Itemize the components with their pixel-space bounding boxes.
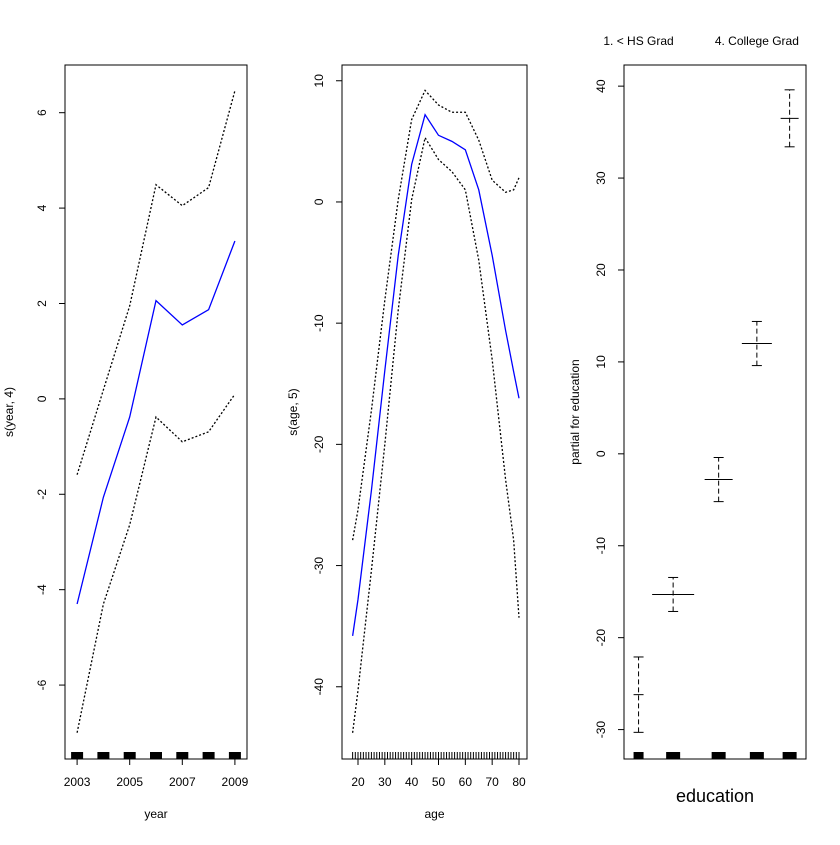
x-tick-label: 2003 <box>64 775 91 789</box>
y-tick-label: 0 <box>594 450 608 457</box>
y-axis-label: s(year, 4) <box>2 387 16 437</box>
x-tick-label: 60 <box>459 775 473 789</box>
y-tick-label: 2 <box>35 300 49 307</box>
series-line <box>76 240 236 605</box>
category-label: 4. College Grad <box>715 34 799 48</box>
x-axis-label: age <box>424 807 444 821</box>
y-tick-label: 0 <box>35 395 49 402</box>
plot-frame <box>64 64 248 760</box>
x-tick-label: 80 <box>512 775 526 789</box>
x-axis-label: education <box>676 786 754 806</box>
y-tick-label: -10 <box>312 314 326 332</box>
y-tick-label: -6 <box>35 679 49 690</box>
category-label: 1. < HS Grad <box>603 34 673 48</box>
y-tick-label: -40 <box>312 678 326 696</box>
series-line <box>76 393 236 733</box>
y-tick-label: -20 <box>594 629 608 647</box>
x-tick-label: 20 <box>351 775 365 789</box>
plot-frame <box>341 64 528 760</box>
x-tick-label: 2005 <box>116 775 143 789</box>
x-tick-label: 30 <box>378 775 392 789</box>
y-axis-label: partial for education <box>568 359 582 464</box>
y-tick-label: 6 <box>35 109 49 116</box>
y-axis-label: s(age, 5) <box>286 388 300 435</box>
x-tick-label: 50 <box>432 775 446 789</box>
rug-block <box>749 752 764 759</box>
x-tick-label: 2009 <box>222 775 249 789</box>
y-tick-label: 10 <box>594 355 608 369</box>
rug-block <box>633 752 644 759</box>
y-tick-label: -30 <box>312 557 326 575</box>
y-tick-label: 30 <box>594 171 608 185</box>
y-tick-label: -4 <box>35 584 49 595</box>
y-tick-label: 0 <box>312 198 326 205</box>
rug-block <box>666 752 681 759</box>
series-line <box>76 90 236 475</box>
y-tick-label: 4 <box>35 204 49 211</box>
y-tick-label: -30 <box>594 721 608 739</box>
y-tick-label: 40 <box>594 79 608 93</box>
plot-frame <box>623 64 807 760</box>
x-tick-label: 70 <box>485 775 499 789</box>
x-axis-label: year <box>144 807 167 821</box>
x-tick-label: 40 <box>405 775 419 789</box>
rug-block <box>782 752 797 759</box>
series-line <box>351 89 520 541</box>
y-tick-label: 20 <box>594 263 608 277</box>
y-tick-label: -10 <box>594 537 608 555</box>
x-tick-label: 2007 <box>169 775 196 789</box>
series-line <box>351 136 520 733</box>
series-line <box>351 113 520 636</box>
y-tick-label: -20 <box>312 435 326 453</box>
y-tick-label: -2 <box>35 489 49 500</box>
rug-block <box>711 752 726 759</box>
y-tick-label: 10 <box>312 74 326 88</box>
